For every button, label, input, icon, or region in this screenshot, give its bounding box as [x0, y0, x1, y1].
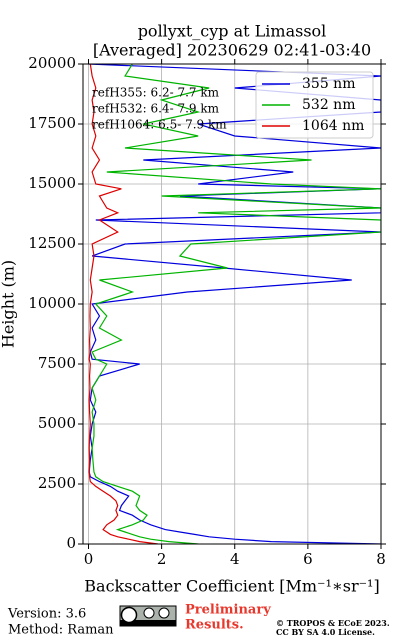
- series-line: [88, 64, 381, 544]
- y-axis-label: Height (m): [0, 260, 18, 348]
- y-tick-label: 7500: [38, 354, 76, 372]
- legend-label: 532 nm: [302, 97, 355, 113]
- legend-label: 1064 nm: [302, 118, 364, 134]
- x-tick-label: 6: [303, 550, 313, 568]
- copyright: CC BY SA 4.0 License.: [276, 627, 375, 637]
- annotation: refH532: 6.4- 7.9 km: [92, 102, 220, 116]
- legend-box: [255, 71, 374, 139]
- y-tick-label: 2500: [38, 474, 76, 492]
- x-tick-label: 8: [376, 550, 386, 568]
- y-tick-label: 20000: [28, 54, 76, 72]
- y-tick-label: 12500: [28, 234, 76, 252]
- y-tick-label: 15000: [28, 174, 76, 192]
- version: Version: 3.6: [7, 607, 86, 622]
- y-tick-label: 5000: [38, 414, 76, 432]
- method: Method: Raman: [8, 623, 114, 638]
- y-tick-label: 10000: [28, 294, 76, 312]
- license-logo: [119, 605, 177, 627]
- preliminary: Results.: [185, 618, 244, 633]
- plot-frame: [82, 63, 382, 545]
- series-line: [88, 64, 159, 544]
- x-tick-label: 2: [157, 550, 167, 568]
- annotation: refH355: 6.2- 7.7 km: [92, 86, 220, 100]
- chart-subtitle: [Averaged] 20230629 02:41-03:40: [93, 41, 371, 60]
- legend-label: 355 nm: [302, 76, 355, 92]
- y-tick-label: 17500: [28, 114, 76, 132]
- chart-title: pollyxt_cyp at Limassol: [138, 22, 327, 41]
- annotation: refH1064: 6.5- 7.9 km: [92, 118, 227, 132]
- copyright: © TROPOS & ECoE 2023.: [276, 618, 390, 628]
- x-axis-label: Backscatter Coefficient [Mm⁻¹∗sr⁻¹]: [84, 577, 379, 596]
- x-tick-label: 0: [84, 550, 94, 568]
- x-tick-label: 4: [230, 550, 240, 568]
- series-line: [91, 64, 381, 544]
- y-tick-label: 0: [66, 534, 76, 552]
- preliminary: Preliminary: [185, 603, 271, 618]
